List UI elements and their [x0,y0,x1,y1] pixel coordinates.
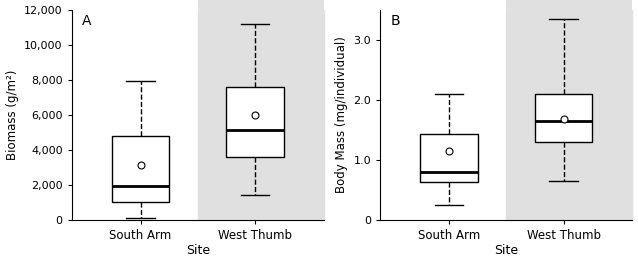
PathPatch shape [420,134,478,183]
Text: B: B [390,14,400,28]
Bar [507,9,632,220]
Y-axis label: Biomass (g/m²): Biomass (g/m²) [6,69,19,160]
PathPatch shape [112,136,169,202]
PathPatch shape [226,87,284,156]
Text: A: A [82,14,91,28]
Y-axis label: Body Mass (mg/individual): Body Mass (mg/individual) [335,36,348,193]
X-axis label: Site: Site [186,244,210,257]
PathPatch shape [535,94,592,141]
X-axis label: Site: Site [494,244,519,257]
Bar [198,9,324,220]
